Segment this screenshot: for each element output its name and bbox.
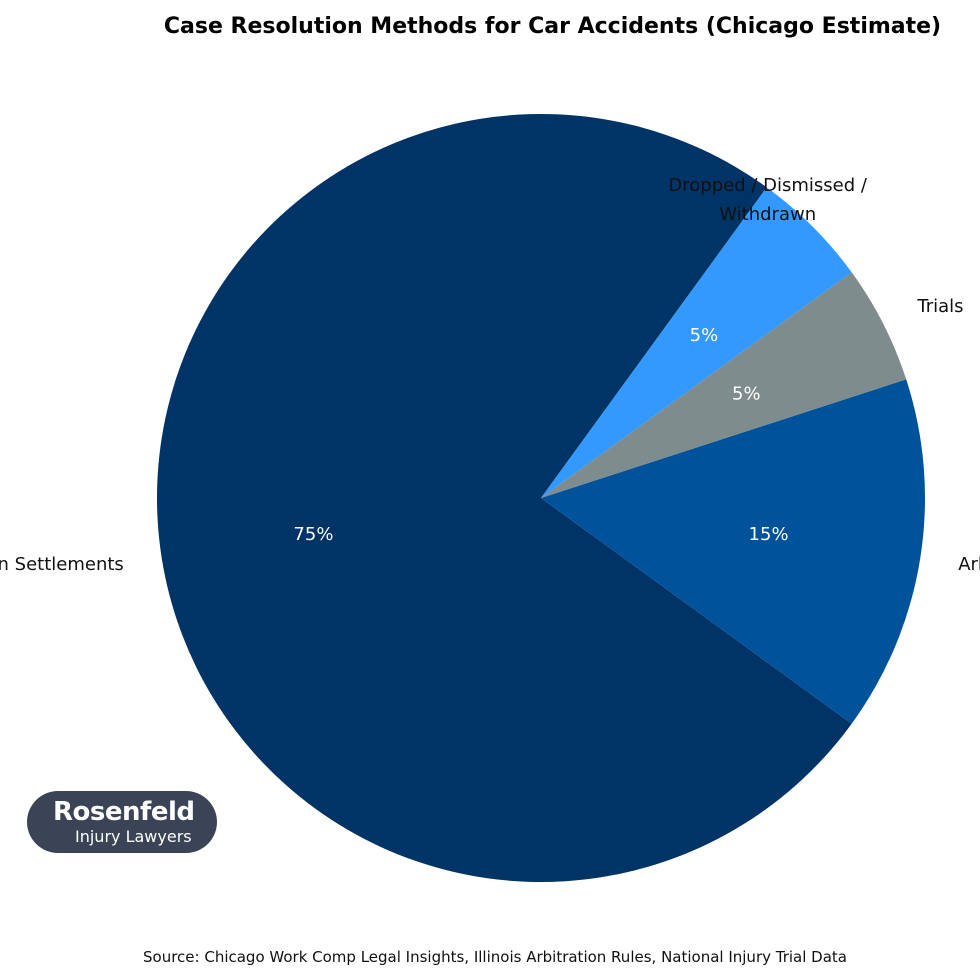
company-logo: Rosenfeld Injury Lawyers (27, 791, 217, 853)
logo-tagline: Injury Lawyers (75, 827, 192, 846)
pie-slice-trials (541, 272, 907, 498)
pie-value-label: 5% (732, 383, 761, 404)
pie-value-label: 5% (690, 325, 719, 346)
source-note: Source: Chicago Work Comp Legal Insights… (143, 948, 847, 966)
pie-category-label: Dropped / Dismissed / Withdrawn (668, 175, 867, 225)
pie-category-label: Arbitration Settlements (958, 554, 980, 575)
pie-slice-dropped-dismissed-withdrawn (541, 187, 852, 499)
pie-value-label: 15% (749, 524, 789, 545)
chart-title: Case Resolution Methods for Car Accident… (163, 14, 942, 39)
pie-slice-negotiation-mediation-settlements (157, 114, 852, 883)
logo-name: Rosenfeld (53, 797, 195, 827)
pie-value-label: 75% (293, 524, 333, 545)
pie-category-label: Negotiation / Mediation Settlements (0, 554, 124, 575)
pie-category-label: Trials (916, 296, 963, 317)
pie-slice-arbitration-settlements (541, 379, 925, 724)
